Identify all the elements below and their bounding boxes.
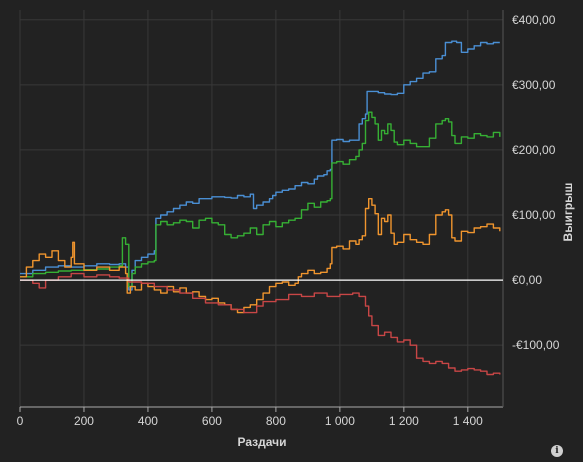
grid: [19, 10, 504, 408]
y-tick-label: €400,00: [512, 13, 556, 27]
y-axis-ticks: €400,00 €300,00 €200,00 €100,00 €0,00 -€100,0…: [512, 13, 560, 352]
series-line-2: [20, 111, 501, 288]
series-line-1: [20, 40, 500, 291]
x-axis-title: Раздачи: [238, 435, 287, 449]
y-tick-label: -€100,00: [512, 338, 560, 352]
series-lines: [20, 40, 503, 376]
x-tick-label: 600: [202, 414, 222, 428]
x-tick-label: 400: [138, 414, 158, 428]
x-tick-label: 1 000: [325, 414, 355, 428]
y-tick-label: €200,00: [512, 143, 556, 157]
y-axis-title: Выигрыш: [561, 183, 575, 242]
series-line-3: [20, 198, 501, 314]
y-tick-label: €300,00: [512, 78, 556, 92]
x-tick-label: 200: [74, 414, 94, 428]
x-tick-label: 1 200: [389, 414, 419, 428]
series-line-4: [20, 272, 501, 376]
x-tick-label: 800: [266, 414, 286, 428]
info-icon[interactable]: i: [551, 445, 563, 457]
y-tick-label: €0,00: [512, 273, 542, 287]
x-tick-label: 1 400: [453, 414, 483, 428]
x-axis-ticks: 0 200 400 600 800 1 000 1 200 1 400: [17, 407, 483, 428]
y-tick-label: €100,00: [512, 208, 556, 222]
x-tick-label: 0: [17, 414, 24, 428]
